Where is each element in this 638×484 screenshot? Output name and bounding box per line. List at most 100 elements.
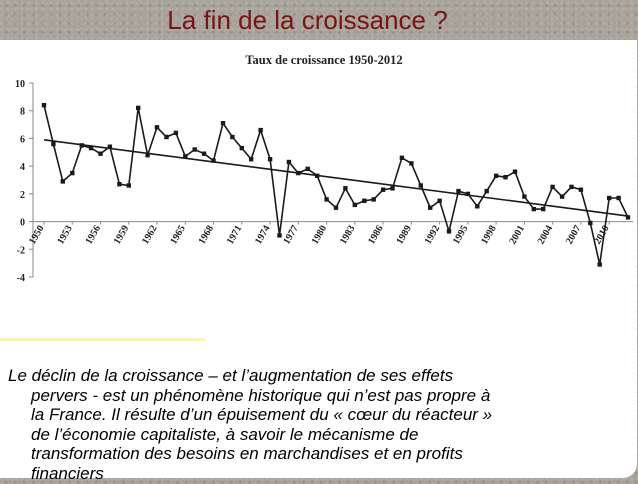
content-panel: -4 -2 0 2 4 6 8 10 1950 1953 1956 1959 1962 1965 1968 1… [0, 40, 637, 483]
x-tick-label: 1977 [281, 224, 301, 247]
x-tick-label: 1965 [168, 224, 188, 247]
data-point [286, 159, 292, 165]
x-tick-label: 1974 [253, 224, 273, 247]
data-point [183, 154, 188, 159]
data-point [456, 188, 461, 194]
data-point [588, 220, 593, 226]
data-point [578, 187, 584, 192]
data-point [569, 184, 574, 190]
data-point [531, 206, 536, 212]
x-tick-label: 1983 [338, 224, 358, 247]
data-point [437, 198, 442, 203]
data-point [409, 161, 414, 166]
data-point [249, 157, 254, 162]
body-line-4: de l’économie capitaliste, à savoir le m… [31, 424, 419, 444]
data-point [475, 204, 480, 209]
x-tick-label: 1962 [140, 224, 160, 247]
data-point [41, 103, 47, 108]
x-tick-label: 1995 [451, 224, 471, 247]
data-point [164, 134, 169, 140]
data-point [258, 127, 263, 133]
data-point [145, 152, 150, 158]
data-point [512, 169, 518, 174]
data-point [192, 147, 197, 152]
data-point [79, 143, 84, 148]
y-tick-label: 10 [15, 79, 25, 90]
x-tick-label: 1953 [55, 224, 75, 247]
data-point [136, 105, 141, 111]
data-point [230, 134, 235, 140]
data-point [60, 179, 65, 184]
x-tick-label: 2007 [564, 224, 584, 247]
data-point [597, 262, 602, 267]
data-point [446, 229, 452, 234]
y-tick-label: 8 [20, 107, 25, 118]
data-point [324, 197, 329, 202]
data-point [267, 157, 273, 162]
slide-title: La fin de la croissance ? [167, 5, 448, 35]
data-point [173, 130, 179, 136]
data-point [362, 198, 367, 203]
data-point [380, 187, 386, 192]
x-tick-label: 1968 [197, 224, 217, 247]
data-point [107, 144, 113, 149]
data-point [296, 170, 301, 176]
data-point [315, 173, 320, 178]
x-tick-label: 1971 [225, 224, 245, 247]
data-point [522, 194, 527, 199]
body-text: Le déclin de la croissance – et l’augmen… [8, 366, 618, 484]
data-point [305, 166, 310, 172]
data-point [352, 202, 357, 208]
data-point [333, 205, 339, 210]
body-line-3: la France. Il résulte d’un épuisement du… [31, 405, 493, 425]
data-point [559, 194, 565, 199]
data-point [220, 121, 226, 126]
y-tick-label: 6 [20, 134, 25, 145]
data-point [625, 215, 631, 220]
x-tick-label: 1998 [479, 224, 499, 247]
data-point [211, 158, 216, 163]
x-tick-label: 1989 [394, 224, 414, 247]
y-tick-label: -4 [17, 273, 25, 284]
data-point [239, 145, 244, 151]
data-point [154, 125, 160, 130]
trend-line [43, 139, 629, 217]
data-point [88, 145, 94, 151]
x-tick-label: 1986 [366, 224, 386, 247]
body-line-1: Le déclin de la croissance – et l’augmen… [8, 366, 454, 385]
data-point [399, 155, 405, 160]
data-point [51, 141, 56, 147]
data-point [343, 186, 348, 191]
data-point [607, 195, 612, 201]
data-point [201, 151, 207, 156]
body-line-6: financiers [31, 463, 104, 483]
data-point [493, 173, 499, 178]
chart-bottom-accent [0, 338, 205, 341]
x-tick-label: 2004 [536, 224, 556, 247]
y-tick-label: 4 [20, 162, 25, 173]
data-point [616, 195, 621, 201]
data-point [117, 182, 122, 187]
body-line-2: pervers - est un phénomène historique qu… [31, 385, 491, 405]
data-point [503, 175, 508, 180]
data-point [541, 206, 546, 212]
y-tick-label: -2 [17, 245, 25, 256]
x-tick-label: 1992 [423, 224, 443, 247]
data-point [484, 188, 489, 194]
data-point [277, 233, 282, 238]
x-tick-label: 1959 [112, 224, 132, 247]
y-tick-label: 2 [20, 190, 25, 201]
data-point [465, 191, 471, 197]
data-point [390, 186, 395, 191]
x-tick-label: 1956 [84, 224, 104, 247]
growth-rate-chart: -4 -2 0 2 4 6 8 10 1950 1953 1956 1959 1962 1965 1968 1… [15, 79, 633, 284]
data-point [98, 151, 103, 156]
data-point [70, 170, 75, 176]
data-point [418, 183, 423, 188]
data-point [371, 197, 376, 202]
data-point [428, 205, 433, 210]
data-point [126, 183, 131, 188]
y-tick-label: 0 [20, 218, 25, 229]
data-point [550, 184, 555, 190]
x-tick-label: 1980 [310, 224, 330, 247]
